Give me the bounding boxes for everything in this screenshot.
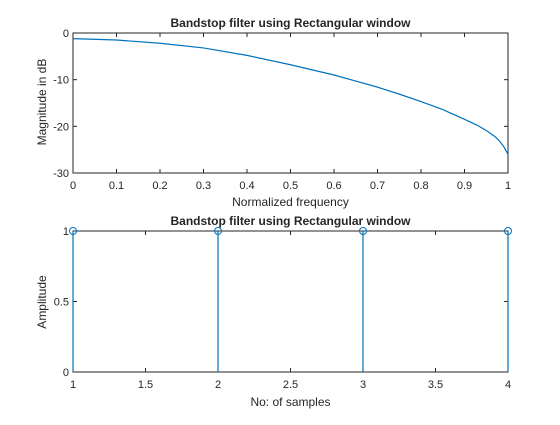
magnitude-plot-xtick-label: 1	[505, 180, 511, 192]
magnitude-plot-ytick-label: -20	[53, 121, 69, 133]
magnitude-plot-xtick-label: 0.5	[283, 180, 298, 192]
magnitude-plot-xtick-label: 0.6	[326, 180, 341, 192]
amplitude-plot-xtick-label: 2.5	[283, 379, 298, 391]
magnitude-plot-xlabel: Normalized frequency	[232, 195, 349, 209]
amplitude-plot-ytick-label: 1	[63, 226, 69, 238]
magnitude-plot-xtick-label: 0.1	[109, 180, 124, 192]
amplitude-plot-xtick-label: 3	[360, 379, 366, 391]
amplitude-plot-ylabel: Amplitude	[35, 275, 49, 329]
amplitude-plot: Bandstop filter using Rectangular window…	[35, 214, 512, 409]
magnitude-plot-ylabel: Magnitude in dB	[35, 59, 49, 146]
magnitude-plot-xtick-label: 0.2	[152, 180, 167, 192]
magnitude-plot-ytick-label: -10	[53, 75, 69, 87]
amplitude-plot-xtick-label: 4	[505, 379, 511, 391]
magnitude-plot-series-line	[72, 38, 509, 155]
magnitude-plot-xtick-label: 0.8	[413, 180, 428, 192]
magnitude-plot-xtick-label: 0	[70, 180, 76, 192]
magnitude-plot-xtick-label: 0.7	[370, 180, 385, 192]
magnitude-plot-ytick-label: -30	[53, 168, 69, 180]
amplitude-plot-stem-marker	[359, 227, 367, 235]
amplitude-plot-xtick-label: 1	[70, 379, 76, 391]
amplitude-plot-xtick-label: 2	[215, 379, 221, 391]
amplitude-plot-xtick-label: 3.5	[428, 379, 443, 391]
magnitude-plot-axes-box	[72, 32, 509, 174]
magnitude-plot-ytick-label: 0	[63, 28, 69, 40]
amplitude-plot-xtick-label: 1.5	[138, 379, 153, 391]
amplitude-plot-xlabel: No: of samples	[250, 395, 330, 409]
amplitude-plot-stem-marker	[504, 227, 512, 235]
amplitude-plot-ytick-label: 0	[63, 367, 69, 379]
amplitude-plot-stem-marker	[69, 227, 77, 235]
amplitude-plot-ytick-label: 0.5	[54, 297, 69, 309]
magnitude-plot-xtick-label: 0.3	[196, 180, 211, 192]
amplitude-plot-axes-box	[72, 230, 509, 373]
magnitude-plot-title: Bandstop filter using Rectangular window	[170, 16, 411, 30]
amplitude-plot-stem-marker	[214, 227, 222, 235]
magnitude-plot-xtick-label: 0.9	[457, 180, 472, 192]
magnitude-plot-xtick-label: 0.4	[239, 180, 254, 192]
magnitude-plot: Bandstop filter using Rectangular window…	[35, 16, 511, 209]
amplitude-plot-title: Bandstop filter using Rectangular window	[170, 214, 411, 228]
